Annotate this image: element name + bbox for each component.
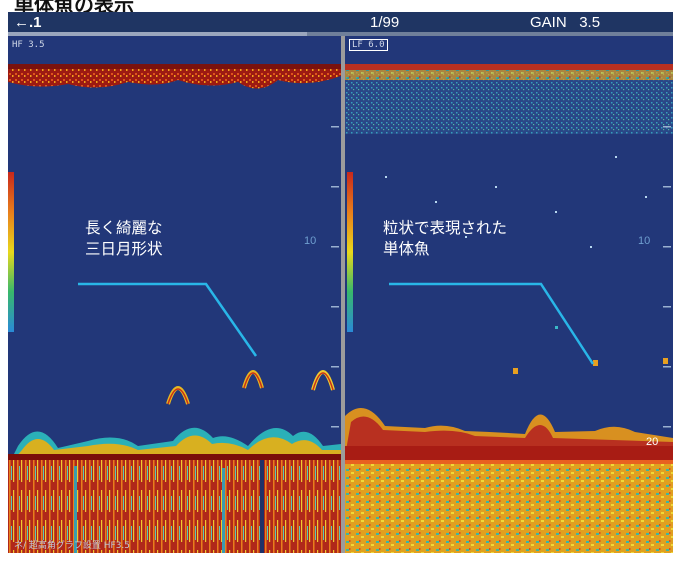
page-title: 単体魚の表示: [14, 0, 134, 12]
right-depth-label: 10: [638, 235, 651, 247]
right-annotation: 粒状で表現された 単体魚: [383, 218, 507, 260]
left-annotation: 長く綺麗な 三日月形状: [85, 218, 163, 260]
right-annotation-line1: 粒状で表現された: [383, 219, 508, 237]
panel-divider: [341, 36, 345, 553]
fish-finder-screen: ←.1 1/99 GAIN 3.5: [8, 12, 673, 553]
right-annotation-line: [389, 282, 595, 365]
footer-margin: [0, 553, 678, 563]
single-fish-targets: [513, 326, 668, 374]
right-frequency-tag: LF 6.0: [349, 39, 388, 51]
echogram-left-panel: [8, 36, 341, 553]
right-annotation-line2: 単体魚: [383, 240, 430, 258]
left-footer-label: ネ/ 超高角グラフ設置 HF3.5: [14, 541, 131, 551]
page-indicator: 1/99: [370, 14, 400, 31]
echogram-left-graphic: [8, 64, 341, 553]
right-depth-label-bottom: 20: [646, 436, 659, 448]
left-frequency-tag: HF 3.5: [12, 40, 45, 50]
gain-label: GAIN: [530, 14, 567, 31]
left-annotation-line: [78, 282, 258, 357]
left-annotation-line2: 三日月形状: [85, 240, 163, 258]
left-annotation-line1: 長く綺麗な: [85, 219, 163, 237]
left-depth-label: 10: [304, 235, 317, 247]
gain-readout: GAIN 3.5: [530, 14, 600, 31]
echogram-right-panel: [345, 36, 673, 553]
top-bar: ←.1 1/99 GAIN 3.5: [8, 12, 673, 34]
page-title-strip: 単体魚の表示: [0, 0, 678, 12]
range-scale-bar: [8, 32, 673, 36]
gain-value: 3.5: [579, 14, 601, 31]
back-button[interactable]: ←.1: [14, 14, 42, 31]
echogram-right-graphic: [345, 64, 673, 553]
